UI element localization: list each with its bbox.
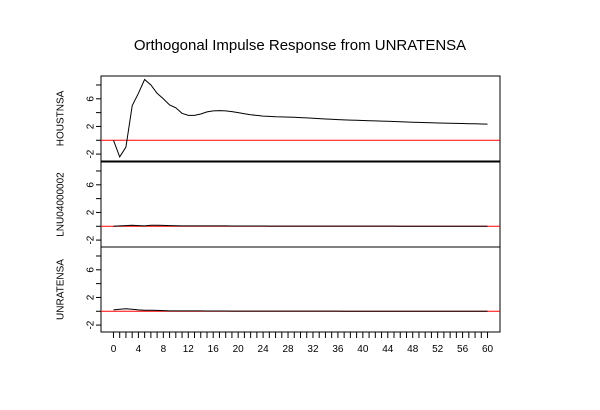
x-tick-label: 56 bbox=[457, 344, 469, 355]
panel-frame bbox=[100, 75, 501, 162]
x-tick-label: 24 bbox=[258, 344, 270, 355]
y-tick-label: 6 bbox=[86, 96, 97, 102]
y-tick-label: 2 bbox=[86, 123, 97, 129]
y-tick-label: -2 bbox=[86, 235, 97, 244]
x-tick-label: 8 bbox=[161, 344, 167, 355]
y-tick-label: -2 bbox=[86, 149, 97, 158]
panel-frame bbox=[100, 246, 501, 333]
x-axis: 0 4 8 12 16 20 24 28 32 36 40 44 48 52 56 60 bbox=[111, 332, 494, 355]
y-tick-label: 2 bbox=[86, 209, 97, 215]
x-tick-label: 36 bbox=[332, 344, 344, 355]
response-line bbox=[113, 224, 488, 227]
panel-unratensa: -2 2 6 UNRATENSA bbox=[56, 246, 501, 333]
x-tick-label: 44 bbox=[382, 344, 394, 355]
panel-frame bbox=[100, 161, 501, 248]
x-tick-label: 28 bbox=[282, 344, 294, 355]
x-tick-label: 48 bbox=[407, 344, 419, 355]
series-label: LNU04000002 bbox=[56, 172, 67, 237]
x-tick-label: 12 bbox=[183, 344, 195, 355]
y-tick-label: 2 bbox=[86, 294, 97, 300]
panel-houstnsa: -2 2 6 HOUSTNSA bbox=[56, 75, 501, 162]
x-tick-label: 16 bbox=[208, 344, 220, 355]
x-tick-label: 40 bbox=[357, 344, 369, 355]
x-tick-label: 20 bbox=[233, 344, 245, 355]
x-tick-label: 4 bbox=[136, 344, 142, 355]
y-tick-label: 6 bbox=[86, 182, 97, 188]
chart-panels: -2 2 6 HOUSTNSA -2 2 6 LNU04000002 -2 2 6 UNRATENSA bbox=[56, 75, 501, 333]
x-tick-label: 52 bbox=[432, 344, 444, 355]
x-tick-label: 60 bbox=[482, 344, 494, 355]
x-tick-label: 0 bbox=[111, 344, 117, 355]
response-line bbox=[113, 308, 488, 312]
response-line bbox=[113, 78, 488, 159]
y-tick-label: 6 bbox=[86, 267, 97, 273]
series-label: UNRATENSA bbox=[56, 259, 67, 320]
y-tick-label: -2 bbox=[86, 320, 97, 329]
series-label: HOUSTNSA bbox=[56, 90, 67, 146]
chart-title: Orthogonal Impulse Response from UNRATEN… bbox=[134, 37, 466, 54]
panel-lnu04000002: -2 2 6 LNU04000002 bbox=[56, 161, 501, 248]
x-tick-label: 32 bbox=[307, 344, 319, 355]
